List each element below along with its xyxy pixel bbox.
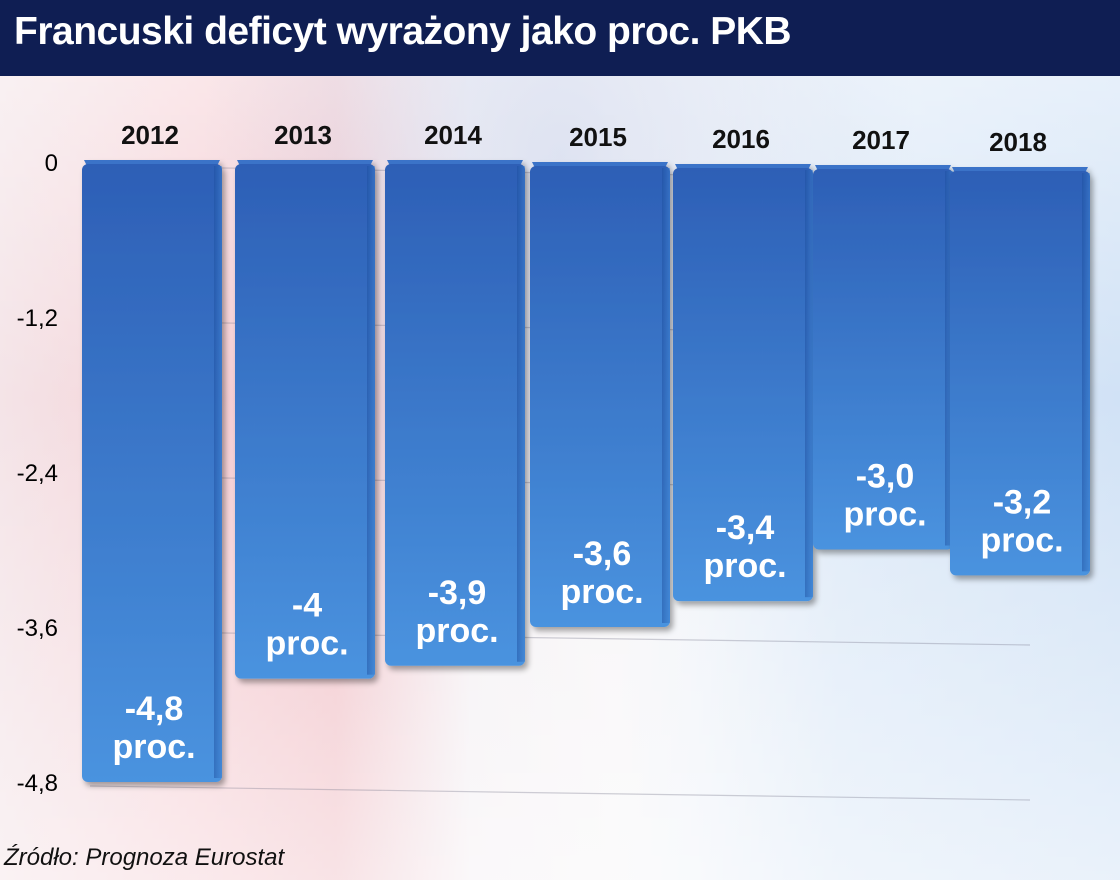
category-label: 2013	[274, 120, 332, 150]
y-tick-label: -4,8	[17, 770, 58, 797]
category-label: 2018	[989, 127, 1047, 157]
data-label-value: -3,6	[573, 535, 632, 573]
data-label-unit: proc.	[980, 521, 1063, 559]
category-label: 2014	[424, 120, 482, 150]
grid-line	[89, 785, 1031, 801]
bar-edge	[517, 166, 525, 662]
bar-edge	[805, 170, 813, 598]
data-label-value: -3,4	[716, 509, 775, 547]
bar-body	[235, 164, 375, 679]
bar	[950, 167, 1090, 576]
bar	[673, 164, 813, 602]
grid-line	[89, 630, 1031, 646]
y-axis-ticks: 0 -1,2 -2,4 -3,6 -4,8	[17, 150, 58, 797]
data-label-value: -3,0	[856, 458, 915, 496]
data-label-value: -3,2	[993, 483, 1052, 521]
bar	[82, 160, 222, 782]
y-tick-label: -1,2	[17, 305, 58, 332]
data-label-unit: proc.	[560, 573, 643, 611]
bar	[235, 160, 375, 679]
data-labels: -4,8proc.-4proc.-3,9proc.-3,6proc.-3,4pr…	[112, 458, 1063, 767]
bar	[813, 165, 953, 550]
category-label: 2015	[569, 122, 627, 152]
category-label: 2012	[121, 120, 179, 150]
source-note: Źródło: Prognoza Eurostat	[4, 844, 285, 871]
category-label: 2017	[852, 125, 910, 155]
y-tick-label: -3,6	[17, 615, 58, 642]
bar-body	[82, 164, 222, 782]
bars	[82, 160, 1090, 782]
data-label-value: -4,8	[125, 690, 184, 728]
header-bar: Francuski deficyt wyrażony jako proc. PK…	[0, 0, 1120, 76]
y-tick-label: -2,4	[17, 460, 58, 487]
category-label: 2016	[712, 124, 770, 154]
y-tick-label: 0	[45, 150, 58, 177]
data-label-unit: proc.	[265, 625, 348, 663]
bar	[530, 162, 670, 627]
bar-body	[950, 171, 1090, 576]
x-axis-categories: 2012 2013 2014 2015 2016 2017 2018	[121, 120, 1047, 157]
bar-edge	[1082, 173, 1090, 572]
data-label-unit: proc.	[703, 547, 786, 585]
bar-body	[813, 169, 953, 550]
bar-body	[530, 166, 670, 627]
data-label-value: -3,9	[428, 574, 487, 612]
data-label-unit: proc.	[843, 496, 926, 534]
bar-edge	[367, 166, 375, 675]
data-label-unit: proc.	[415, 612, 498, 650]
data-label-value: -4	[292, 587, 322, 625]
bar-edge	[945, 171, 953, 546]
bar-body	[385, 164, 525, 666]
data-label-unit: proc.	[112, 728, 195, 766]
bar-body	[673, 168, 813, 602]
chart-title: Francuski deficyt wyrażony jako proc. PK…	[14, 10, 792, 53]
bar-edge	[214, 166, 222, 778]
bar	[385, 160, 525, 666]
bar-edge	[662, 168, 670, 623]
